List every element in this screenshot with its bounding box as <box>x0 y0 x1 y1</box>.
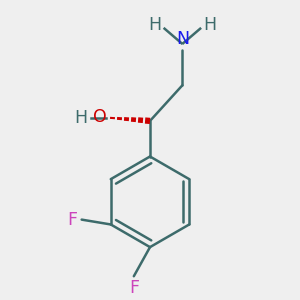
Text: H: H <box>74 109 87 127</box>
Text: F: F <box>129 280 139 298</box>
Text: F: F <box>68 211 78 229</box>
Text: N: N <box>176 30 189 48</box>
Text: H: H <box>203 16 217 34</box>
Text: H: H <box>148 16 161 34</box>
Text: O: O <box>93 108 107 126</box>
